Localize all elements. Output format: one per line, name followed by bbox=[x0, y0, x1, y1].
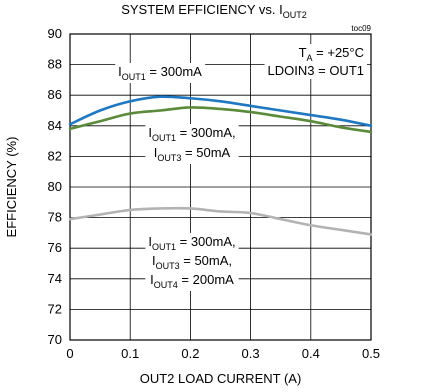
text-run: I bbox=[150, 272, 154, 287]
annotation-background bbox=[115, 63, 206, 83]
subscript: OUT1 bbox=[152, 242, 176, 252]
grid bbox=[69, 33, 372, 341]
subscript: OUT3 bbox=[156, 261, 180, 271]
subscript: A bbox=[307, 53, 313, 63]
y-tick-labels: 90 88 86 84 82 80 78 76 74 72 70 bbox=[48, 26, 62, 347]
text-run: = 200mA bbox=[178, 272, 234, 287]
series-line-3 bbox=[68, 206, 373, 236]
x-tick-label: 0.3 bbox=[242, 346, 260, 361]
text-run: = 300mA bbox=[146, 64, 202, 79]
text-run: I bbox=[148, 125, 152, 140]
subscript: OUT3 bbox=[157, 153, 181, 163]
series-line-1 bbox=[68, 95, 373, 128]
series-layer bbox=[68, 95, 373, 236]
x-tick-label: 0.2 bbox=[181, 346, 199, 361]
annotation-line: TA = +25°C bbox=[299, 45, 364, 63]
text-run: = 300mA, bbox=[176, 234, 236, 249]
annotation-line: LDOIN3 = OUT1 bbox=[268, 63, 364, 78]
annotation-background bbox=[145, 124, 239, 164]
series-line-2 bbox=[68, 106, 373, 134]
annotation-line: IOUT1 = 300mA bbox=[118, 64, 202, 82]
y-tick-label: 86 bbox=[48, 87, 62, 102]
annotation-line: IOUT3 = 50mA bbox=[154, 145, 231, 163]
annotation-line: IOUT3 = 50mA, bbox=[152, 253, 232, 271]
annotation-line: IOUT1 = 300mA, bbox=[148, 125, 235, 143]
text-run: I bbox=[148, 234, 152, 249]
text-run: I bbox=[152, 253, 156, 268]
subscript: OUT4 bbox=[154, 280, 178, 290]
figure-tag: toc09 bbox=[351, 24, 371, 33]
x-tick-label: 0.4 bbox=[302, 346, 320, 361]
y-tick-label: 90 bbox=[48, 26, 62, 41]
text-run: LDOIN3 = OUT1 bbox=[268, 63, 364, 78]
chart-title-sub: OUT2 bbox=[283, 10, 307, 20]
subscript: OUT1 bbox=[122, 72, 146, 82]
annotation: IOUT1 = 300mA,IOUT3 = 50mA bbox=[145, 124, 239, 164]
y-tick-label: 74 bbox=[48, 271, 62, 286]
y-tick-label: 78 bbox=[48, 210, 62, 225]
annotation-line: IOUT1 = 300mA, bbox=[148, 234, 235, 252]
text-run: = 50mA, bbox=[180, 253, 232, 268]
text-run: T bbox=[299, 45, 307, 60]
subscript: OUT1 bbox=[152, 133, 176, 143]
y-tick-label: 82 bbox=[48, 148, 62, 163]
plot-frame bbox=[69, 33, 372, 341]
text-run: = 300mA, bbox=[176, 125, 236, 140]
y-tick-label: 84 bbox=[48, 118, 62, 133]
x-tick-label: 0.5 bbox=[362, 346, 380, 361]
x-tick-labels: 0 0.1 0.2 0.3 0.4 0.5 bbox=[66, 346, 380, 361]
text-run: I bbox=[118, 64, 122, 79]
y-tick-label: 72 bbox=[48, 301, 62, 316]
annotation-line: IOUT4 = 200mA bbox=[150, 272, 234, 290]
y-tick-label: 76 bbox=[48, 240, 62, 255]
annotation-background bbox=[145, 233, 239, 291]
y-tick-label: 70 bbox=[48, 332, 62, 347]
text-run: I bbox=[154, 145, 158, 160]
y-tick-label: 80 bbox=[48, 179, 62, 194]
text-run: = 50mA bbox=[181, 145, 230, 160]
text-run: = +25°C bbox=[313, 45, 364, 60]
x-axis-label: OUT2 LOAD CURRENT (A) bbox=[140, 371, 302, 386]
annotation: IOUT1 = 300mA,IOUT3 = 50mA,IOUT4 = 200mA bbox=[145, 233, 239, 291]
y-axis-label: EFFICIENCY (%) bbox=[4, 137, 19, 238]
y-tick-label: 88 bbox=[48, 57, 62, 72]
annotation: IOUT1 = 300mA bbox=[115, 63, 206, 83]
chart-title-main: SYSTEM EFFICIENCY vs. I bbox=[121, 2, 283, 17]
annotation-background bbox=[264, 44, 367, 79]
x-tick-label: 0 bbox=[66, 346, 73, 361]
chart-title: SYSTEM EFFICIENCY vs. IOUT2 bbox=[121, 2, 307, 20]
x-tick-label: 0.1 bbox=[121, 346, 139, 361]
